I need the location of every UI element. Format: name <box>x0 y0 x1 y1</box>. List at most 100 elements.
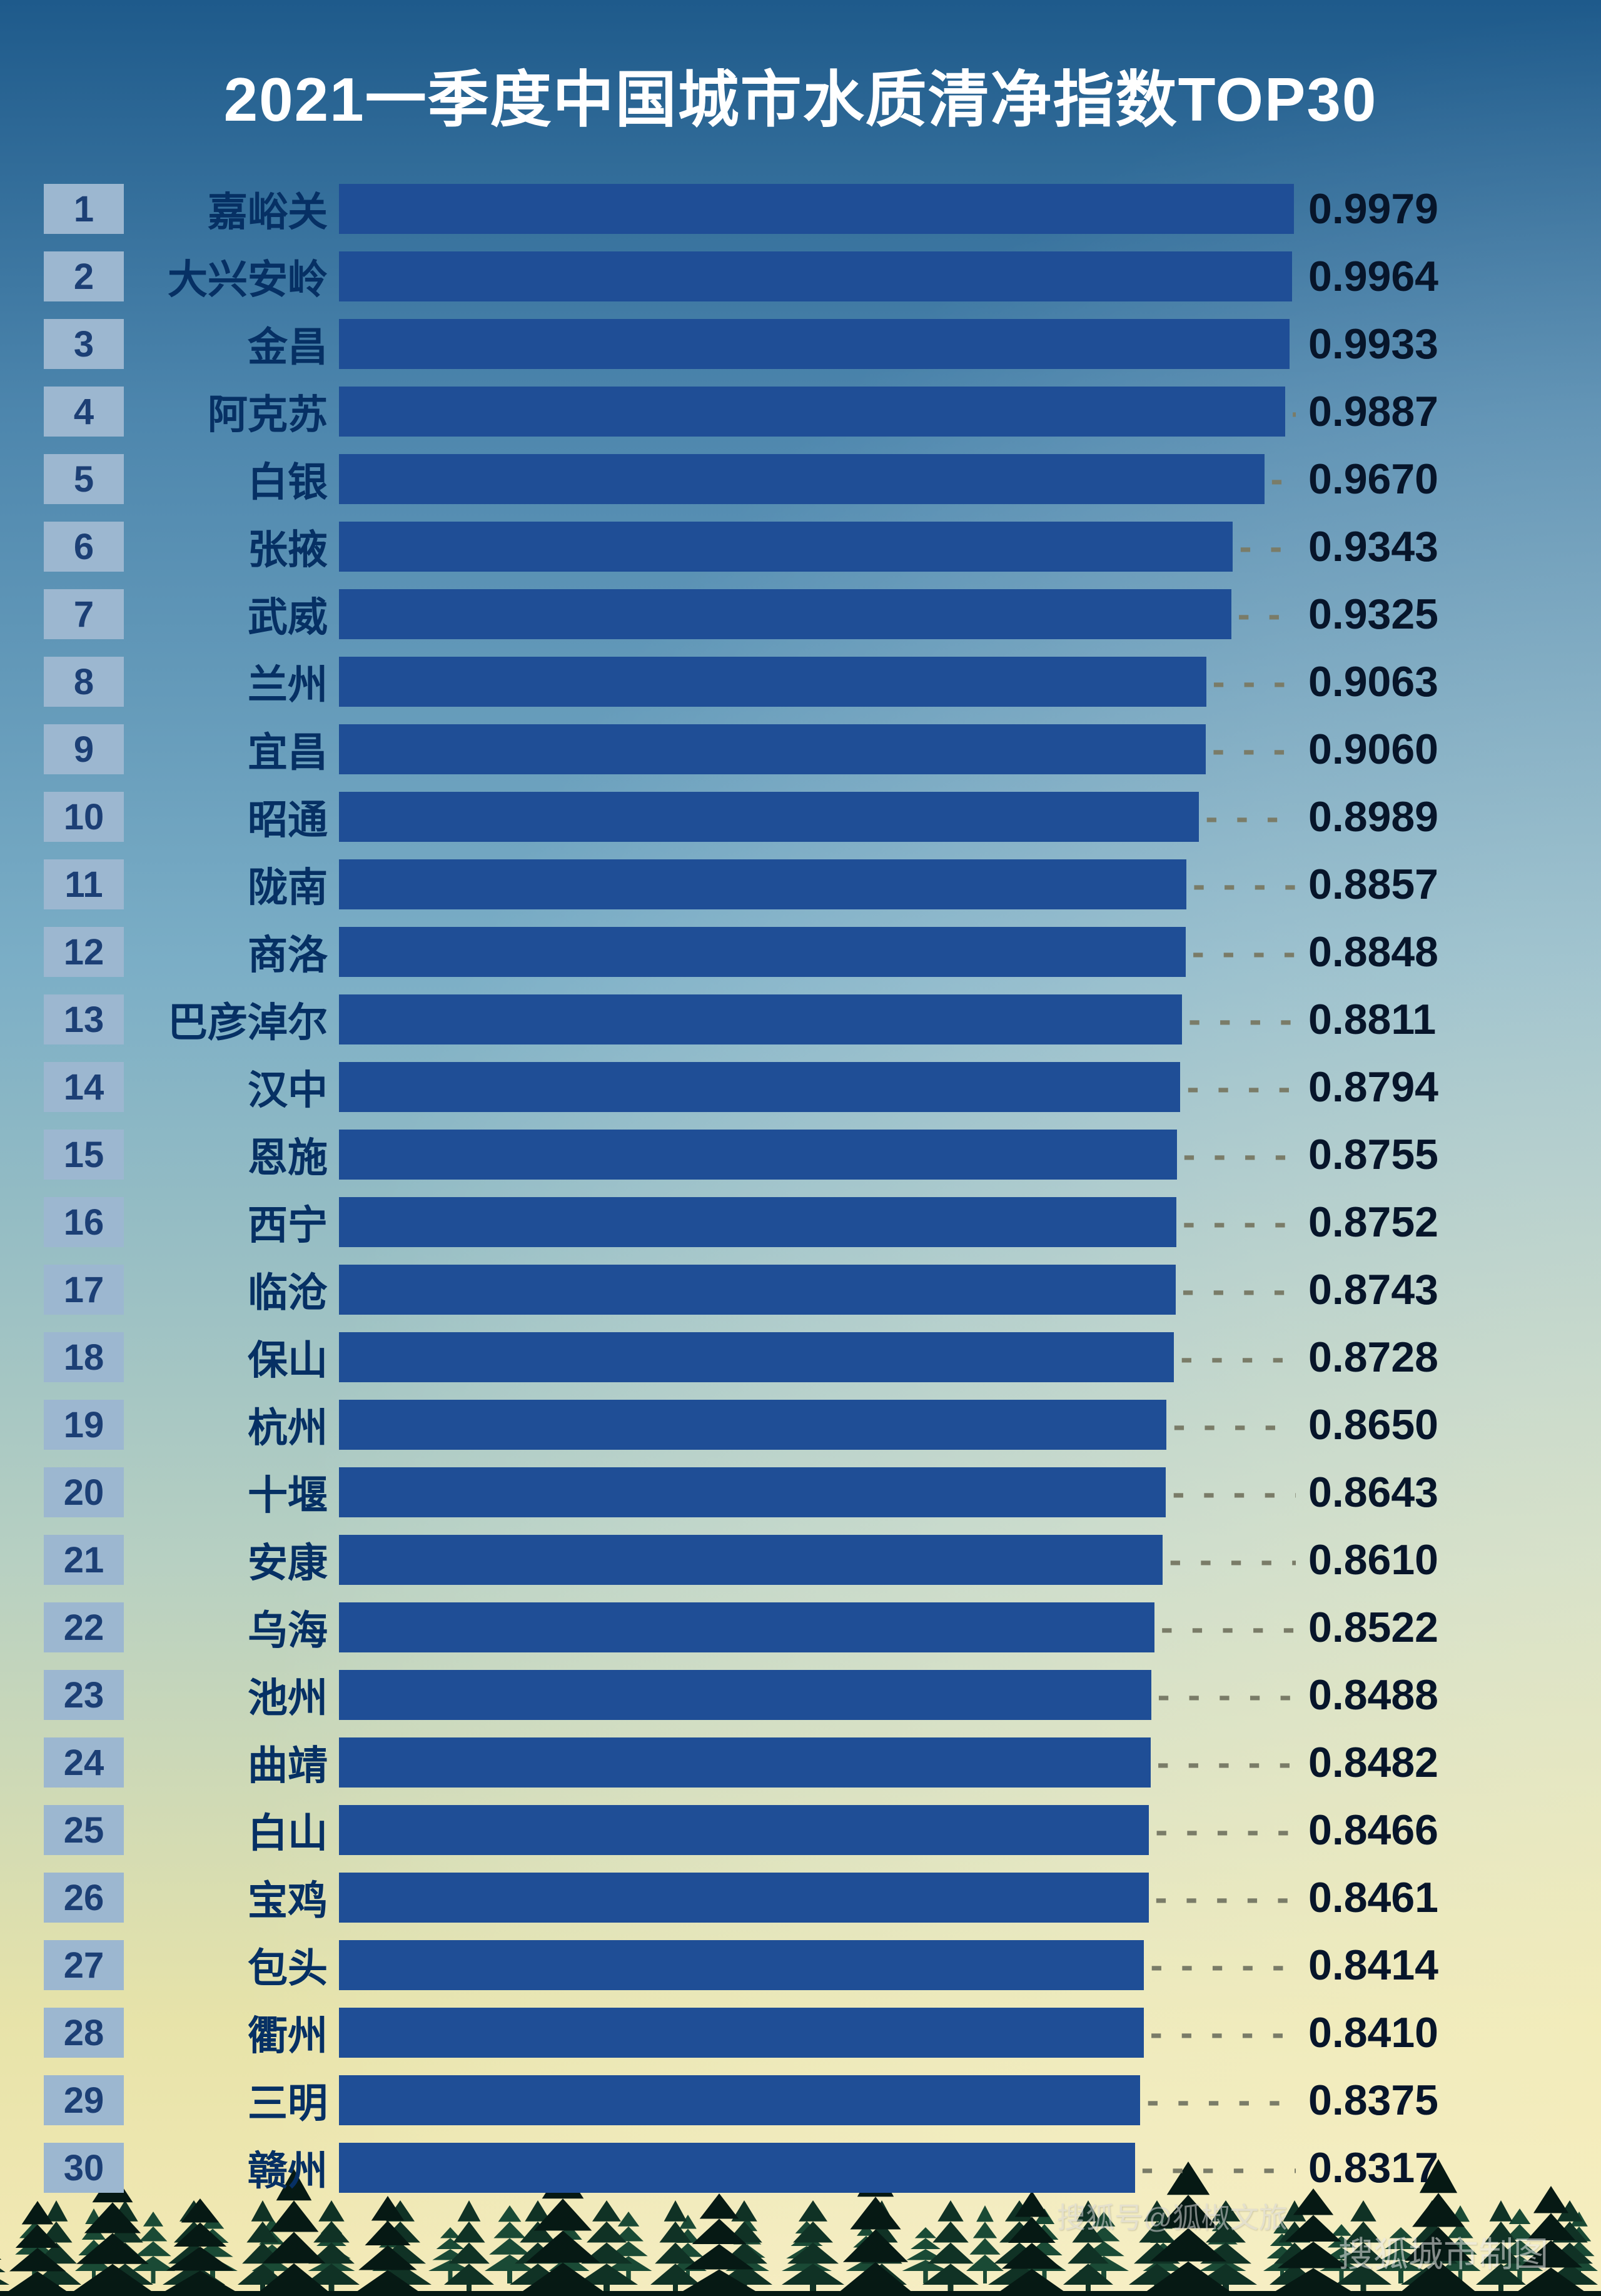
dotted-leader: - - - - - - - - - - - - - - - - - - - - <box>1172 1471 1296 1514</box>
value-label: 0.9887 <box>1308 387 1515 436</box>
value-bar <box>339 319 1290 369</box>
value-bar <box>339 859 1186 909</box>
rank-badge: 29 <box>44 2075 124 2125</box>
dotted-leader: - - - - - - - - - - - - - - - - - - - - <box>1192 931 1296 974</box>
value-label: 0.9343 <box>1308 522 1515 571</box>
dotted-leader: - - - - - - - - - - - - - - - - - - - - <box>1271 458 1296 501</box>
bar-track: - - - - - - - - - - - - - - - - - - - - <box>339 1602 1296 1652</box>
bar-track: - - - - - - - - - - - - - - - - - - - - <box>339 1062 1296 1112</box>
value-label: 0.8410 <box>1308 2008 1515 2057</box>
ranking-row: 2大兴安岭- - - - - - - - - - - - - - - - - -… <box>44 243 1557 310</box>
city-name: 衢州 <box>139 2004 339 2061</box>
value-label: 0.8482 <box>1308 1738 1515 1787</box>
ranking-chart: 1嘉峪关- - - - - - - - - - - - - - - - - - … <box>44 175 1557 2202</box>
bar-track: - - - - - - - - - - - - - - - - - - - - <box>339 657 1296 707</box>
dotted-leader: - - - - - - - - - - - - - - - - - - - - <box>1150 1944 1296 1987</box>
city-name: 陇南 <box>139 856 339 913</box>
value-label: 0.9670 <box>1308 455 1515 503</box>
dotted-leader: - - - - - - - - - - - - - - - - - - - - <box>1182 1268 1296 1312</box>
rank-badge: 2 <box>44 251 124 301</box>
bar-track: - - - - - - - - - - - - - - - - - - - - <box>339 927 1296 977</box>
dotted-leader: - - - - - - - - - - - - - - - - - - - - <box>1157 1741 1296 1784</box>
ranking-row: 8兰州- - - - - - - - - - - - - - - - - - -… <box>44 648 1557 716</box>
infographic-canvas: 2021一季度中国城市水质清净指数TOP30 1嘉峪关- - - - - - -… <box>0 0 1601 2296</box>
city-name: 池州 <box>139 1666 339 1724</box>
dotted-leader: - - - - - - - - - - - - - - - - - - - - <box>1188 998 1296 1041</box>
chart-title: 2021一季度中国城市水质清净指数TOP30 <box>0 50 1601 139</box>
rank-badge: 17 <box>44 1265 124 1315</box>
dotted-leader: - - - - - - - - - - - - - - - - - - - - <box>1169 1539 1296 1582</box>
value-bar <box>339 1670 1151 1720</box>
bar-track: - - - - - - - - - - - - - - - - - - - - <box>339 1400 1296 1450</box>
rank-badge: 23 <box>44 1670 124 1720</box>
ranking-row: 21安康- - - - - - - - - - - - - - - - - - … <box>44 1526 1557 1594</box>
ranking-row: 19 杭州 - - - - - - - - - - - - - - - - - - … <box>44 1391 1557 1459</box>
value-label: 0.8466 <box>1308 1806 1515 1854</box>
ranking-row: 4阿克苏- - - - - - - - - - - - - - - - - - … <box>44 378 1557 445</box>
dotted-leader: - - - - - - - - - - - - - - - - - - - - <box>1180 1336 1296 1379</box>
value-bar <box>339 1873 1149 1923</box>
bar-track: - - - - - - - - - - - - - - - - - - - - <box>339 2008 1296 2058</box>
ranking-row: 3金昌- - - - - - - - - - - - - - - - - - -… <box>44 310 1557 378</box>
value-bar <box>339 454 1265 504</box>
ranking-row: 11陇南- - - - - - - - - - - - - - - - - - … <box>44 851 1557 918</box>
value-label: 0.8522 <box>1308 1603 1515 1652</box>
dotted-leader: - - - - - - - - - - - - - - - - - - - - <box>1238 593 1296 636</box>
value-bar <box>339 1805 1149 1855</box>
value-label: 0.8610 <box>1308 1535 1515 1584</box>
rank-badge: 20 <box>44 1467 124 1517</box>
dotted-leader: - - - - - - - - - - - - - - - - - - - - <box>1158 1674 1296 1717</box>
bar-track: - - - - - - - - - - - - - - - - - - - - <box>339 1265 1296 1315</box>
bar-track: - - - - - - - - - - - - - - - - - - - - <box>339 1130 1296 1180</box>
value-label: 0.9979 <box>1308 185 1515 233</box>
rank-badge: 19 <box>44 1400 124 1450</box>
value-bar <box>339 927 1186 977</box>
value-bar <box>339 2143 1135 2193</box>
ranking-row: 17临沧- - - - - - - - - - - - - - - - - - … <box>44 1256 1557 1323</box>
bar-track: - - - - - - - - - - - - - - - - - - - - <box>339 2143 1296 2193</box>
dotted-leader: - - - - - - - - - - - - - - - - - - - - <box>1183 1201 1296 1244</box>
city-name: 十堰 <box>139 1464 339 1521</box>
bar-track: - - - - - - - - - - - - - - - - - - - - <box>339 1805 1296 1855</box>
value-bar <box>339 1737 1151 1788</box>
city-name: 汉中 <box>139 1058 339 1116</box>
dotted-leader: - - - - - - - - - - - - - - - - - - - - <box>1141 2147 1296 2190</box>
value-bar <box>339 1535 1163 1585</box>
value-label: 0.8743 <box>1308 1265 1515 1314</box>
value-label: 0.8728 <box>1308 1333 1515 1382</box>
ranking-row: 1嘉峪关- - - - - - - - - - - - - - - - - - … <box>44 175 1557 243</box>
value-bar <box>339 1467 1166 1517</box>
value-label: 0.8989 <box>1308 792 1515 841</box>
value-bar <box>339 1197 1176 1247</box>
ranking-row: 12商洛- - - - - - - - - - - - - - - - - - … <box>44 918 1557 986</box>
value-label: 0.8752 <box>1308 1198 1515 1247</box>
dotted-leader: - - - - - - - - - - - - - - - - - - - - <box>1155 1876 1296 1919</box>
city-name: 杭州 <box>139 1396 339 1454</box>
ranking-row: 18保山- - - - - - - - - - - - - - - - - - … <box>44 1323 1557 1391</box>
dotted-leader: - - - - - - - - - - - - - - - - - - - - <box>1146 2079 1296 2122</box>
rank-badge: 9 <box>44 724 124 774</box>
ranking-row: 6张掖- - - - - - - - - - - - - - - - - - -… <box>44 513 1557 580</box>
dotted-leader: - - - - - - - - - - - - - - - - - - - - <box>1161 1606 1296 1649</box>
rank-badge: 8 <box>44 657 124 707</box>
rank-badge: 18 <box>44 1332 124 1382</box>
value-label: 0.9325 <box>1308 590 1515 639</box>
bar-track: - - - - - - - - - - - - - - - - - - - - <box>339 1873 1296 1923</box>
value-label: 0.8794 <box>1308 1063 1515 1111</box>
rank-badge: 15 <box>44 1130 124 1180</box>
ranking-row: 13巴彦淖尔- - - - - - - - - - - - - - - - - … <box>44 986 1557 1053</box>
value-label: 0.9060 <box>1308 725 1515 774</box>
bar-track: - - - - - - - - - - - - - - - - - - - - <box>339 1737 1296 1788</box>
value-label: 0.8488 <box>1308 1671 1515 1719</box>
rank-badge: 7 <box>44 589 124 639</box>
dotted-leader: - - - - - - - - - - - - - - - - - - - - <box>1291 390 1296 433</box>
bar-track: - - - - - - - - - - - - - - - - - - - - <box>339 994 1296 1044</box>
city-name: 阿克苏 <box>139 383 339 440</box>
dotted-leader: - - - - - - - - - - - - - - - - - - - - <box>1173 1403 1296 1447</box>
city-name: 商洛 <box>139 923 339 981</box>
bar-track: - - - - - - - - - - - - - - - - - - - - <box>339 859 1296 909</box>
city-name: 曲靖 <box>139 1734 339 1791</box>
bar-track: - - - - - - - - - - - - - - - - - - - - <box>339 1197 1296 1247</box>
value-bar <box>339 1265 1176 1315</box>
city-name: 嘉峪关 <box>139 180 339 238</box>
